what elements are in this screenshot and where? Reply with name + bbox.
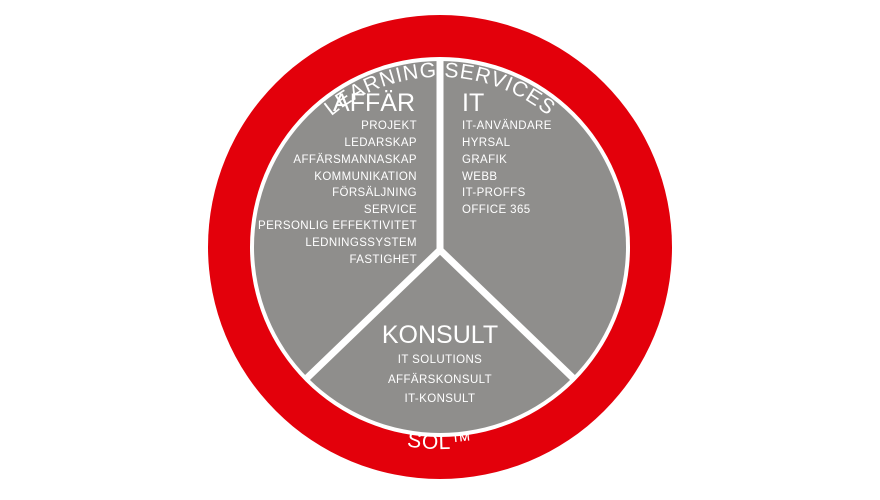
affar-item: FÖRSÄLJNING	[332, 187, 417, 199]
it-item: GRAFIK	[462, 154, 507, 166]
ring-label-right: EFFEKT	[699, 201, 726, 293]
affar-item: PROJEKT	[361, 120, 417, 132]
ring-label-left: E-LEARNING	[153, 174, 187, 321]
divider-left	[304, 247, 443, 381]
affar-item: SERVICE	[364, 204, 417, 216]
affar-item: LEDNINGSSYSTEM	[305, 237, 417, 249]
affar-item: LEDARSKAP	[344, 137, 417, 149]
affar-item: FASTIGHET	[350, 254, 418, 266]
section-title-affar: AFFÄR	[333, 89, 415, 117]
konsult-item: IT-KONSULT	[405, 393, 476, 405]
section-title-konsult: KONSULT	[382, 321, 498, 349]
it-item: IT-ANVÄNDARE	[462, 120, 552, 132]
it-item: OFFICE 365	[462, 204, 531, 216]
section-title-it: IT	[462, 89, 484, 117]
affar-item: AFFÄRSMANNASKAP	[293, 154, 417, 166]
ring-label-bottom: SOL™	[406, 429, 474, 455]
it-item: HYRSAL	[462, 137, 511, 149]
it-item: WEBB	[462, 171, 497, 183]
konsult-item: IT SOLUTIONS	[398, 354, 482, 366]
affar-item: PERSONLIG EFFEKTIVITET	[258, 220, 417, 232]
affar-item: KOMMUNIKATION	[314, 171, 417, 183]
konsult-item: AFFÄRSKONSULT	[388, 374, 492, 386]
divider-right	[437, 247, 576, 381]
it-item: IT-PROFFS	[462, 187, 526, 199]
